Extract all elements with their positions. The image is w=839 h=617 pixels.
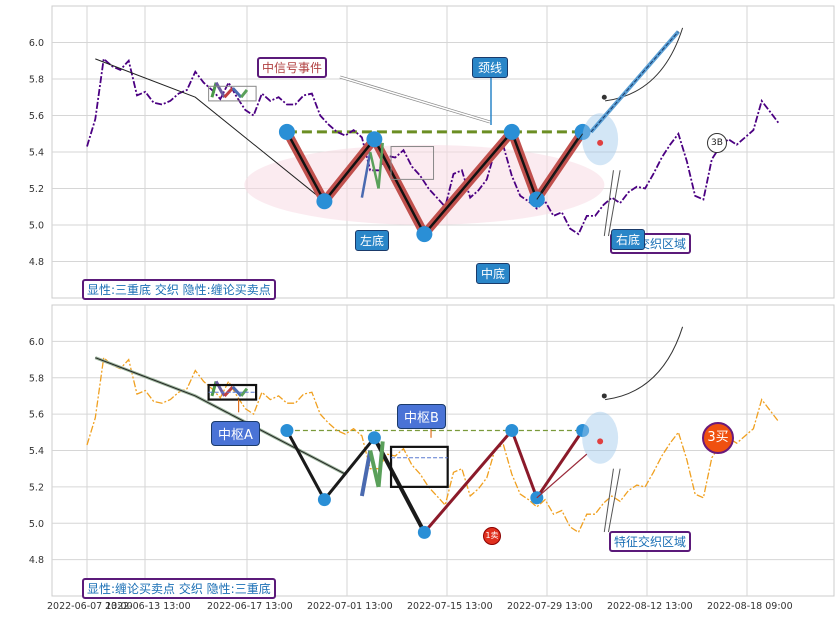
- y-tick-label: 5.2: [29, 482, 44, 493]
- y-tick-label: 6.0: [29, 38, 44, 49]
- bi-line: [510, 429, 539, 499]
- y-tick-label: 4.8: [29, 555, 44, 566]
- pivot-point: [576, 423, 590, 437]
- right-bottom-label: 右底: [611, 229, 646, 250]
- y-tick-label: 5.6: [29, 111, 44, 122]
- pivot-point: [317, 493, 331, 507]
- sub-segment: [239, 89, 249, 99]
- y-tick-label: 5.4: [29, 446, 44, 457]
- signal-arrow-core: [339, 76, 491, 123]
- zhongshu-box-a: [208, 85, 257, 102]
- bi-line: [535, 429, 584, 499]
- sub-segment: [210, 82, 218, 98]
- x-tick-label: 2022-07-01 13:00: [307, 601, 393, 612]
- glow-zone: [582, 411, 619, 464]
- glow-point: [597, 139, 604, 146]
- zhongshu-box-b: [390, 146, 435, 180]
- zone-arrow: [603, 170, 614, 237]
- price-line: [86, 356, 779, 534]
- sub-segment: [214, 380, 226, 397]
- top-footer-label: 显性:三重底 交织 隐性:缠论买卖点: [82, 279, 276, 300]
- bi-line: [285, 429, 326, 501]
- x-tick-label: 2022-07-15 13:00: [407, 601, 493, 612]
- bottom-footer-label: 显性:缠论买卖点 交织 隐性:三重底: [82, 578, 276, 599]
- pivot-point: [417, 525, 431, 539]
- peak-dot: [601, 94, 607, 100]
- curve-arrow: [605, 326, 684, 401]
- zone-arrow: [603, 468, 614, 533]
- pattern-zone: [244, 144, 605, 225]
- pivot-point: [278, 123, 295, 140]
- glow-point: [597, 438, 604, 445]
- sub-segment: [360, 151, 372, 198]
- sub-segment: [376, 441, 385, 488]
- sub-segment: [223, 87, 234, 99]
- x-tick-label: 2022-08-12 13:00: [607, 601, 693, 612]
- x-tick-label: 2022-07-29 13:00: [507, 601, 593, 612]
- y-tick-label: 5.6: [29, 410, 44, 421]
- y-tick-label: 5.4: [29, 148, 44, 159]
- glow-zone: [582, 113, 619, 166]
- y-tick-label: 6.0: [29, 337, 44, 348]
- sub-segment: [210, 380, 218, 397]
- pivot-point: [367, 431, 381, 445]
- sub-segment: [223, 385, 234, 397]
- price-line: [86, 57, 780, 236]
- mid-signal-label: 中信号事件: [257, 57, 328, 78]
- zhongshu-a-label: 中枢A: [211, 421, 260, 446]
- pivot-point: [316, 193, 333, 210]
- pivot-point: [505, 423, 519, 437]
- sub-segment: [369, 151, 380, 189]
- sub-segment: [231, 87, 243, 99]
- y-tick-label: 5.0: [29, 221, 44, 232]
- zhongshu-box-b: [389, 445, 449, 488]
- right-connect-line: [536, 133, 584, 200]
- breakout-line: [590, 31, 679, 133]
- mid-bottom-label: 中底: [476, 263, 511, 284]
- y-tick-label: 5.8: [29, 373, 44, 384]
- zone-arrow: [607, 468, 621, 533]
- zone-arrow: [607, 170, 621, 237]
- bi-line: [423, 429, 513, 534]
- buy1-badge: 1卖: [483, 527, 501, 545]
- y-tick-label: 5.2: [29, 184, 44, 195]
- sub-segment: [239, 387, 249, 397]
- peak-dot: [601, 393, 607, 399]
- x-tick-label: 2022-06-07 13:00: [47, 601, 133, 612]
- curve-arrow: [605, 27, 684, 102]
- y-tick-label: 5.0: [29, 519, 44, 530]
- pivot-point: [366, 131, 383, 148]
- y-tick-label: 4.8: [29, 257, 44, 268]
- x-tick-label: 2022-06-13 13:00: [105, 601, 191, 612]
- badge-3b: 3B: [707, 133, 727, 153]
- feature-zone-label: 特征交织区域: [609, 531, 692, 552]
- left-bottom-label: 左底: [355, 230, 390, 251]
- sub-segment: [214, 81, 226, 98]
- bi-line: [323, 436, 376, 501]
- pivot-point: [416, 226, 433, 243]
- sub-segment: [359, 450, 373, 497]
- x-tick-label: 2022-06-17 13:00: [207, 601, 293, 612]
- buy3-badge: 3买: [702, 422, 734, 454]
- y-tick-label: 5.8: [29, 75, 44, 86]
- buy3-connect-line: [536, 453, 588, 499]
- trend-line: [95, 58, 325, 202]
- zhongshu-b-label: 中枢B: [397, 404, 446, 429]
- x-tick-label: 2022-08-18 09:00: [707, 601, 793, 612]
- pivot-point: [574, 123, 591, 140]
- neckline-label: 颈线: [472, 57, 509, 78]
- pivot-point: [503, 123, 520, 140]
- sub-segment: [377, 142, 384, 189]
- sub-segment: [231, 385, 243, 397]
- pivot-point: [280, 423, 294, 437]
